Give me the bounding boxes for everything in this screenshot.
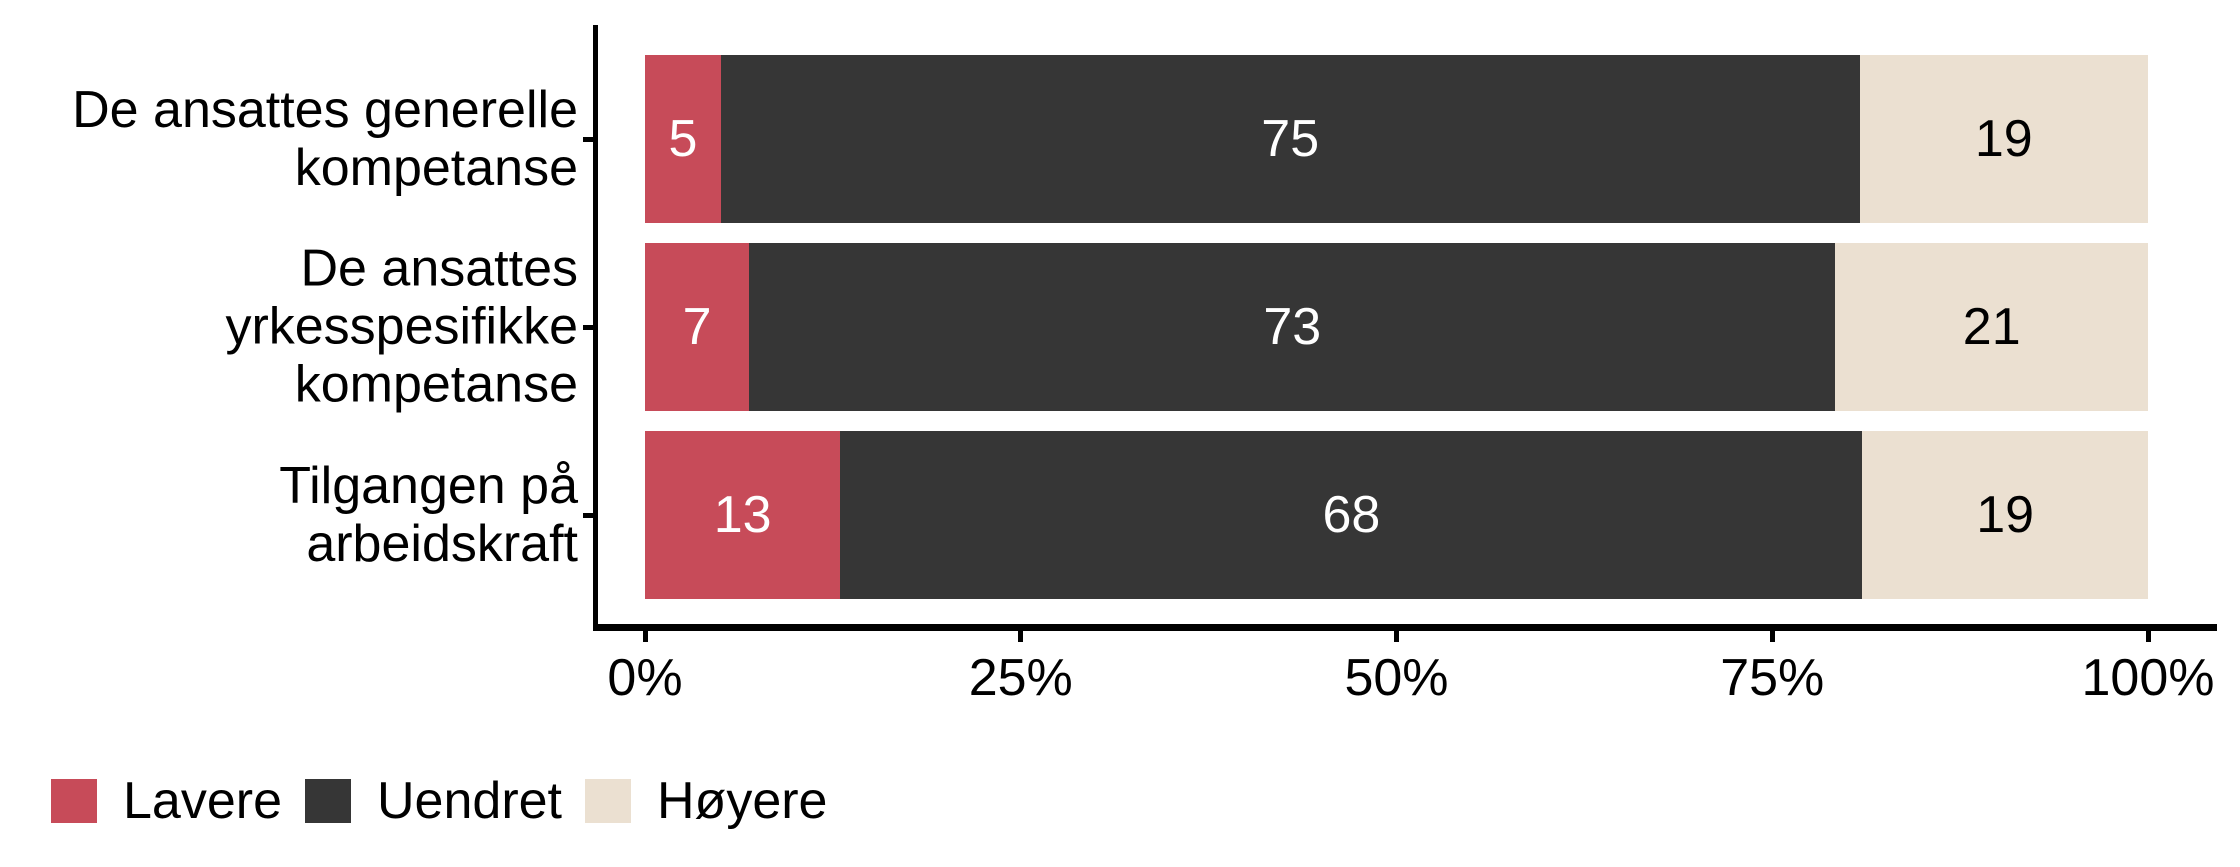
legend-item-lavere: Lavere — [51, 771, 282, 831]
bar-value-label: 5 — [668, 110, 698, 168]
legend-label: Lavere — [123, 772, 282, 830]
legend: Lavere Uendret Høyere — [51, 771, 827, 831]
bar-value-label: 19 — [1976, 486, 2035, 544]
bar-segment-uendret: 75 — [720, 55, 1860, 223]
bar-value-label: 21 — [1962, 298, 2021, 356]
bar-value-label: 13 — [713, 486, 772, 544]
bar-row: 5 75 19 — [645, 55, 2148, 223]
legend-swatch — [51, 779, 97, 823]
x-axis-tick-label: 100% — [2081, 649, 2215, 707]
x-axis-tick — [642, 631, 648, 642]
y-axis-tick — [583, 512, 593, 518]
legend-swatch — [585, 779, 631, 823]
bar-segment-uendret: 73 — [749, 243, 1836, 411]
y-axis-tick — [583, 136, 593, 142]
bar-value-label: 73 — [1263, 298, 1322, 356]
category-label: De ansattes yrkesspesifikke kompetanse — [225, 239, 578, 415]
bar-segment-høyere: 21 — [1835, 243, 2148, 411]
bar-value-label: 75 — [1261, 110, 1320, 168]
legend-item-uendret: Uendret — [305, 771, 562, 831]
y-axis-tick — [583, 324, 593, 330]
x-axis-tick-label: 50% — [1344, 649, 1449, 707]
bar-value-label: 7 — [682, 298, 712, 356]
bar-value-label: 68 — [1322, 486, 1381, 544]
category-label: De ansattes generelle kompetanse — [72, 80, 578, 197]
x-axis-tick-label: 0% — [607, 649, 683, 707]
x-axis-line — [593, 624, 2217, 631]
bar-segment-lavere: 7 — [645, 243, 750, 411]
x-axis-tick-label: 75% — [1720, 649, 1825, 707]
category-label: Tilgangen på arbeidskraft — [279, 456, 578, 573]
x-axis-tick — [1018, 631, 1024, 642]
legend-label: Uendret — [377, 772, 562, 830]
bar-value-label: 19 — [1974, 110, 2033, 168]
bar-segment-lavere: 5 — [645, 55, 721, 223]
y-axis-line — [593, 25, 598, 631]
x-axis-tick — [1394, 631, 1399, 642]
bar-row: 13 68 19 — [645, 431, 2148, 599]
bar-segment-uendret: 68 — [840, 431, 1863, 599]
legend-item-høyere: Høyere — [585, 771, 827, 831]
x-axis-tick — [1769, 631, 1775, 642]
bar-row: 7 73 21 — [645, 243, 2148, 411]
x-axis-tick — [2145, 631, 2151, 642]
x-axis-tick-label: 25% — [968, 649, 1073, 707]
bar-segment-høyere: 19 — [1859, 55, 2148, 223]
bar-segment-høyere: 19 — [1862, 431, 2148, 599]
legend-label: Høyere — [657, 772, 828, 830]
bar-segment-lavere: 13 — [645, 431, 841, 599]
legend-swatch — [305, 779, 351, 823]
